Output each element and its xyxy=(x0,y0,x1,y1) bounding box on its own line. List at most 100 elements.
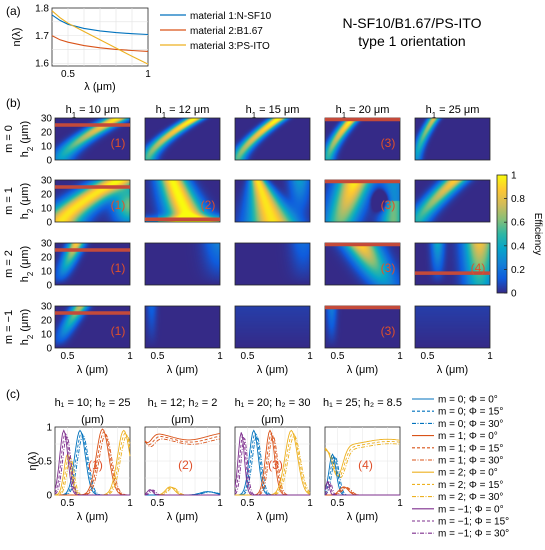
heatmap-cell xyxy=(145,243,220,285)
efficiency-curve xyxy=(55,431,130,496)
x-tick-label: 0.5 xyxy=(331,351,345,362)
y-tick-label: 0 xyxy=(46,281,52,292)
colorbar-label: Efficiency xyxy=(532,213,543,256)
heatmap-cell xyxy=(145,180,220,222)
plot-title-line1: h₁ = 20; h₂ = 30 xyxy=(235,397,311,409)
heatmap-cell xyxy=(415,243,490,285)
x-tick-label: 1 xyxy=(127,351,133,362)
heatmap-frame xyxy=(54,117,131,161)
efficiency-curve xyxy=(54,432,131,496)
efficiency-curve xyxy=(144,438,221,448)
legend-entry: m = −1; Φ = 30° xyxy=(438,529,509,540)
heatmap-cell xyxy=(145,118,220,160)
heatmap-cell xyxy=(325,306,400,348)
column-title: h1 = 15 μm xyxy=(246,104,300,120)
y-axis-label: h2 (μm) xyxy=(19,183,35,219)
plot-title-line1: h₁ = 12; h₂ = 2 xyxy=(148,397,218,409)
colorbar-tick-label: 0.4 xyxy=(511,241,525,252)
efficiency-curve xyxy=(55,435,131,496)
marker-label: (1) xyxy=(111,324,126,338)
legend-entry: m = 2; Φ = 0° xyxy=(438,468,498,479)
x-tick-label: 0.5 xyxy=(61,351,75,362)
marker-label: (3) xyxy=(381,261,396,275)
x-axis-label: λ (μm) xyxy=(77,511,108,523)
column-title: h1 = 12 μm xyxy=(156,104,210,120)
heatmap-frame xyxy=(54,242,131,286)
x-tick-label: 0.5 xyxy=(241,351,255,362)
efficiency-curve xyxy=(54,432,130,496)
plot-title-line1: h₁ = 10; h₂ = 25 xyxy=(55,397,131,409)
legend-entry: material 2:B1.67 xyxy=(190,26,263,37)
x-tick-label: 1 xyxy=(217,498,223,509)
x-tick-label: 1 xyxy=(397,498,403,509)
figure-title-line1: N-SF10/B1.67/PS-ITO xyxy=(342,15,481,31)
y-axis-label: h2 (μm) xyxy=(19,309,35,345)
marker-label: (4) xyxy=(471,261,486,275)
legend-entry: m = 0; Φ = 30° xyxy=(438,419,503,430)
heatmap-cell xyxy=(415,118,490,160)
column-title: h1 = 20 μm xyxy=(336,104,390,120)
column-title: h1 = 25 μm xyxy=(426,104,480,120)
efficiency-curve xyxy=(144,433,221,443)
legend-entry: m = 0; Φ = 0° xyxy=(438,395,498,406)
y-tick-label: 30 xyxy=(41,114,53,125)
efficiency-line-panel: 0.5 1 λ (μm) 1 0.5 0 η(λ) (1) h₁ = 10; h₂ = 25 (μ… xyxy=(27,395,509,540)
y-axis-label: η(λ) xyxy=(27,452,39,471)
colorbar-tick-label: 0 xyxy=(511,289,517,300)
efficiency-curve xyxy=(324,441,401,478)
x-tick-label: 1 xyxy=(397,351,403,362)
x-tick-label: 1 xyxy=(307,498,313,509)
heatmap-cell xyxy=(235,306,310,348)
legend-entry: m = 1; Φ = 30° xyxy=(438,456,503,467)
y-tick-label: 20 xyxy=(41,190,53,201)
x-tick-label: 0.5 xyxy=(421,351,435,362)
efficiency-curve xyxy=(54,429,130,496)
y-tick-label: 0 xyxy=(46,218,52,229)
marker-label: (3) xyxy=(381,198,396,212)
y-axis-label: h2 (μm) xyxy=(19,246,35,282)
marker-label: (2) xyxy=(201,198,216,212)
marker-label: (1) xyxy=(111,261,126,275)
heatmap-cell xyxy=(415,306,490,348)
heatmap-frame xyxy=(144,179,221,223)
colorbar-tick-label: 0.6 xyxy=(511,218,525,229)
x-tick-label: 0.5 xyxy=(61,498,75,509)
efficiency-curve xyxy=(144,489,220,496)
plot-title-line2: (μm) xyxy=(171,414,194,426)
heatmap-frame xyxy=(234,305,311,349)
legend-entry: m = −1; Φ = 15° xyxy=(438,517,509,528)
legend-entry: material 3:PS-ITO xyxy=(190,41,270,52)
y-tick-label: 20 xyxy=(41,316,53,327)
colorbar-bar xyxy=(496,174,508,294)
legend-entry: material 1:N-SF10 xyxy=(190,11,272,22)
x-tick-label: 0.5 xyxy=(61,69,75,80)
efficiency-curve xyxy=(55,433,131,496)
x-tick-label: 0.5 xyxy=(241,498,255,509)
y-tick-label: 1 xyxy=(46,423,52,434)
marker-label: (1) xyxy=(111,136,126,150)
heatmap-frame xyxy=(414,117,491,161)
y-tick-label: 0 xyxy=(46,344,52,355)
x-axis-label: λ (μm) xyxy=(257,511,288,523)
y-tick-label: 30 xyxy=(41,302,53,313)
series-line-2 xyxy=(51,35,149,52)
row-label: m = 2 xyxy=(3,250,15,278)
legend-entry: m = 1; Φ = 0° xyxy=(438,431,498,442)
heatmap-cell xyxy=(325,180,400,222)
efficiency-colorbar: 1 0.8 0.6 0.4 0.2 0 Efficiency xyxy=(496,171,543,300)
efficiency-curve xyxy=(235,432,310,496)
x-tick-label: 1 xyxy=(217,351,223,362)
colorbar-tick-label: 1 xyxy=(511,171,517,182)
heatmap-frame xyxy=(54,305,131,349)
x-axis-label: λ (μm) xyxy=(347,364,378,376)
plot-title-line2: (μm) xyxy=(81,414,104,426)
heatmap-frame xyxy=(234,242,311,286)
panel-label-a: (a) xyxy=(6,4,21,18)
y-tick-label: 0 xyxy=(46,156,52,167)
figure-title-line2: type 1 orientation xyxy=(358,33,465,49)
x-axis-label: λ (μm) xyxy=(347,511,378,523)
heatmap-frame xyxy=(234,179,311,223)
panel-label-c: (c) xyxy=(6,387,20,401)
x-tick-label: 1 xyxy=(307,351,313,362)
